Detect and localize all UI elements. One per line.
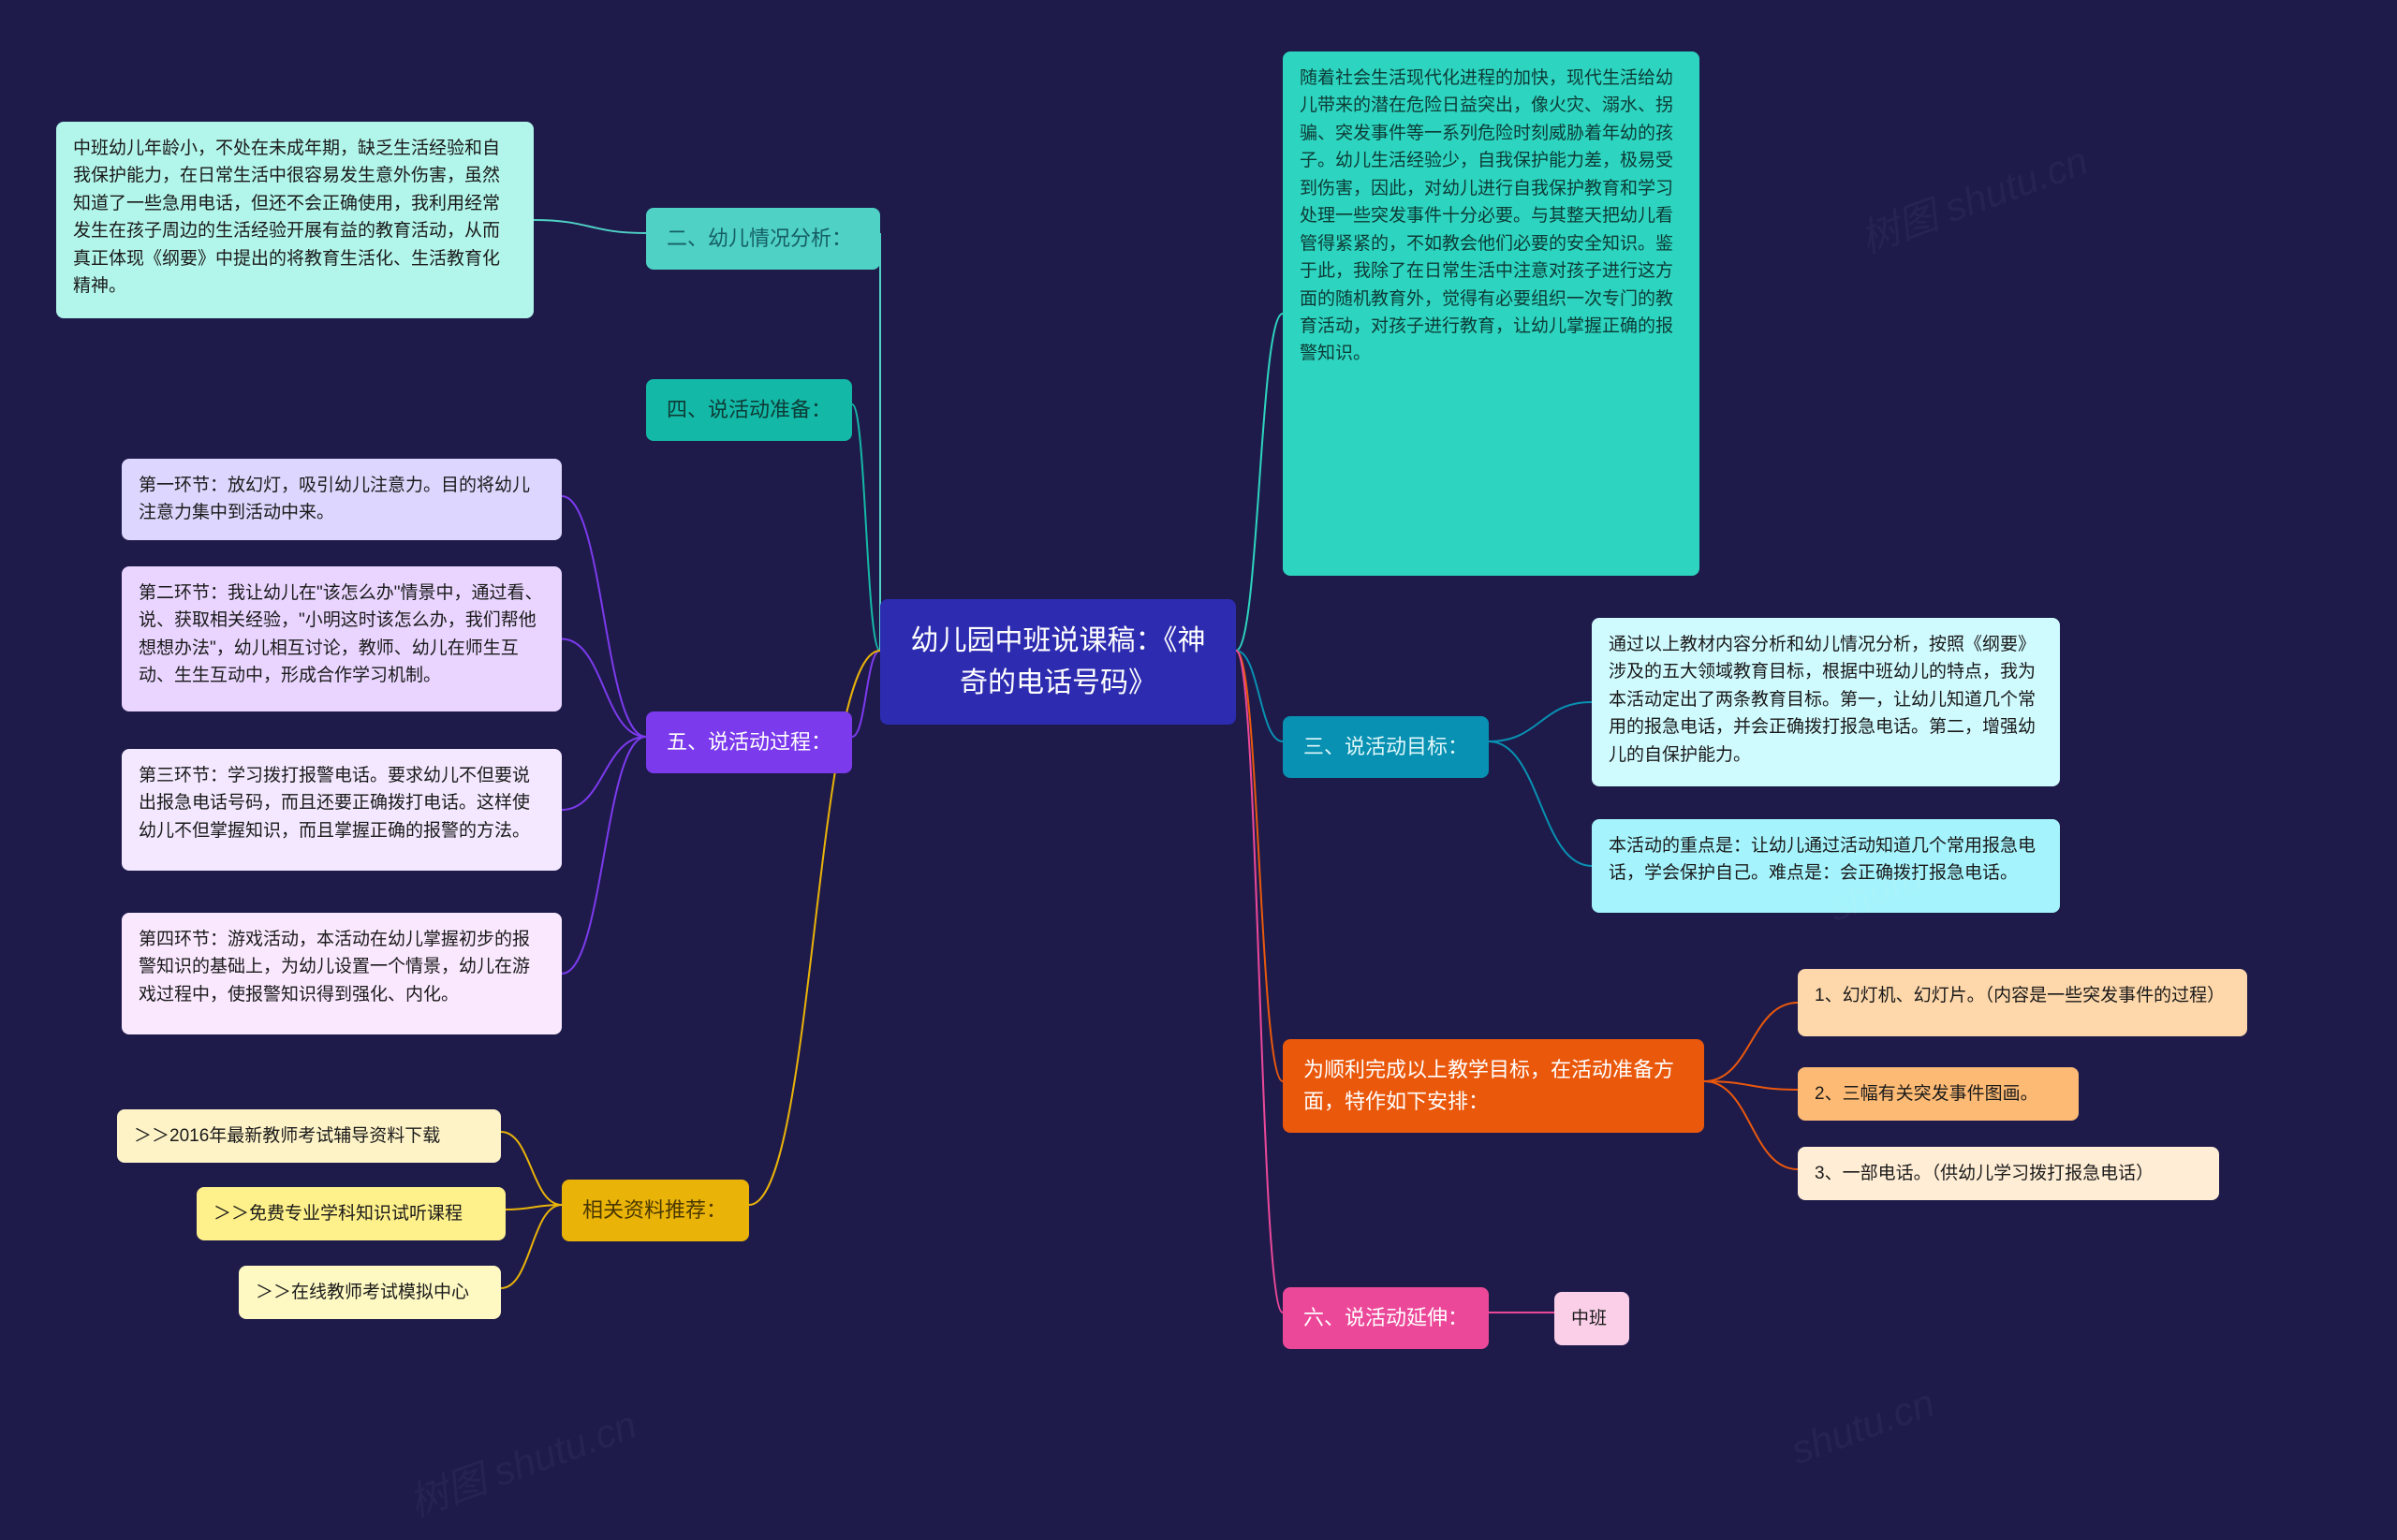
- leaf-b2-0: 中班幼儿年龄小，不处在未成年期，缺乏生活经验和自我保护能力，在日常生活中很容易发…: [56, 122, 534, 318]
- leaf-b5-2: 第三环节：学习拨打报警电话。要求幼儿不但要说出报急电话号码，而且还要正确拨打电话…: [122, 749, 562, 871]
- branch-bP: 为顺利完成以上教学目标，在活动准备方面，特作如下安排：: [1283, 1039, 1704, 1133]
- leaf-b5-0: 第一环节：放幻灯，吸引幼儿注意力。目的将幼儿注意力集中到活动中来。: [122, 459, 562, 540]
- leaf-b5-1: 第二环节：我让幼儿在"该怎么办"情景中，通过看、说、获取相关经验，"小明这时该怎…: [122, 566, 562, 711]
- leaf-bR-0: ＞＞2016年最新教师考试辅导资料下载: [117, 1109, 501, 1163]
- watermark: shutu.cn: [1786, 1380, 1941, 1473]
- leaf-bP-2: 3、一部电话。（供幼儿学习拨打报急电话）: [1798, 1147, 2219, 1200]
- leaf-b3-1: 本活动的重点是：让幼儿通过活动知道几个常用报急电话，学会保护自己。难点是：会正确…: [1592, 819, 2060, 913]
- leaf-bP-0: 1、幻灯机、幻灯片。（内容是一些突发事件的过程）: [1798, 969, 2247, 1036]
- branch-b2: 二、幼儿情况分析：: [646, 208, 880, 270]
- branch-b6: 六、说活动延伸：: [1283, 1287, 1489, 1349]
- leaf-b5-3: 第四环节：游戏活动，本活动在幼儿掌握初步的报警知识的基础上，为幼儿设置一个情景，…: [122, 913, 562, 1034]
- watermark: 树图 shutu.cn: [400, 1393, 643, 1528]
- leaf-b6-0: 中班: [1554, 1292, 1629, 1345]
- branch-bR: 相关资料推荐：: [562, 1180, 749, 1241]
- center-node: 幼儿园中班说课稿：《神奇的电话号码》: [880, 599, 1236, 725]
- leaf-b3-0: 通过以上教材内容分析和幼儿情况分析，按照《纲要》涉及的五大领域教育目标，根据中班…: [1592, 618, 2060, 786]
- branch-b4: 四、说活动准备：: [646, 379, 852, 441]
- watermark: 树图 shutu.cn: [1851, 129, 2095, 264]
- leaf-bR-2: ＞＞在线教师考试模拟中心: [239, 1266, 501, 1319]
- branch-b5: 五、说活动过程：: [646, 711, 852, 773]
- leaf-bP-1: 2、三幅有关突发事件图画。: [1798, 1067, 2079, 1121]
- branch-b3: 三、说活动目标：: [1283, 716, 1489, 778]
- leaf-b1-0: 随着社会生活现代化进程的加快，现代生活给幼儿带来的潜在危险日益突出，像火灾、溺水…: [1283, 51, 1699, 576]
- leaf-bR-1: ＞＞免费专业学科知识试听课程: [197, 1187, 506, 1240]
